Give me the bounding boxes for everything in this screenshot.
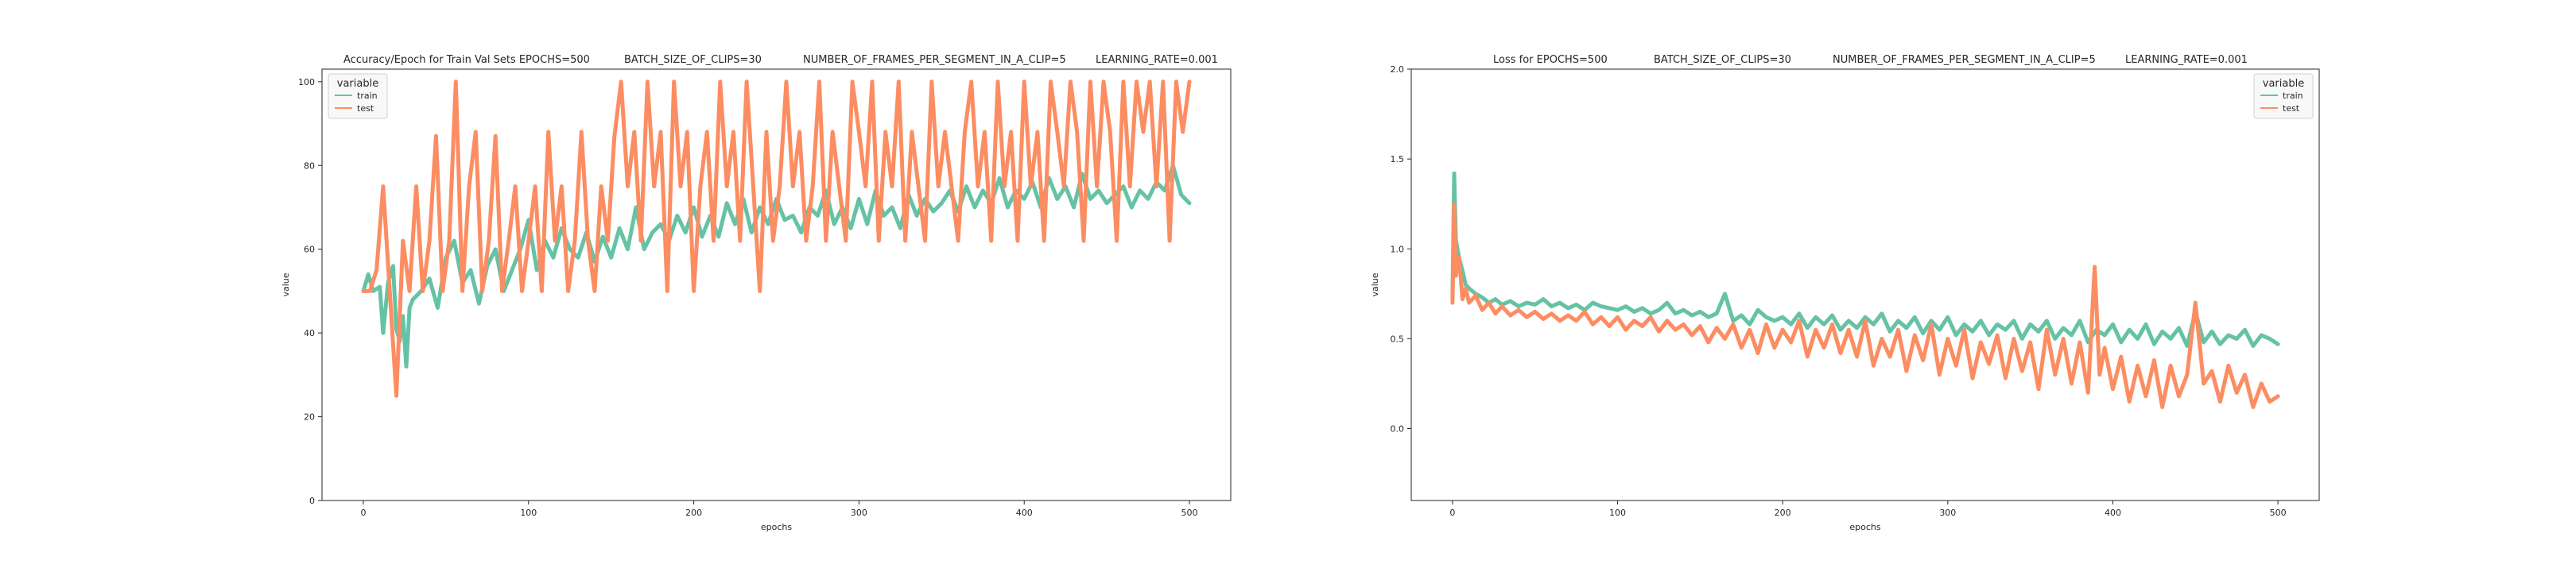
y-tick-label: 1.0: [1391, 244, 1405, 254]
series-line-test: [361, 79, 1192, 398]
y-tick-label: 100: [298, 77, 315, 87]
y-axis-label: value: [1370, 272, 1380, 296]
plot-frame: [1410, 68, 2320, 501]
series-line-test: [1450, 202, 2280, 409]
legend-label-train: train: [357, 91, 378, 101]
y-tick-label: 40: [304, 328, 315, 338]
x-tick-label: 300: [1939, 508, 1956, 518]
plot-frame: [321, 68, 1232, 501]
series-line-train: [361, 163, 1192, 369]
chart-panel-1: 0 100 200 300 400 500 0 20 40 60 80 100 epochs value A…: [281, 54, 1232, 532]
x-tick-label: 300: [851, 508, 867, 518]
y-tick-label: 1.5: [1391, 154, 1405, 164]
x-tick-label: 400: [1016, 508, 1033, 518]
y-tick-label: 0.5: [1391, 334, 1405, 344]
legend-label-train: train: [2283, 91, 2303, 101]
x-tick-label: 0: [1449, 508, 1455, 518]
x-tick-label: 100: [520, 508, 537, 518]
y-tick-label: 80: [304, 160, 315, 171]
x-axis-label: epochs: [1849, 522, 1880, 532]
y-tick-label: 60: [304, 245, 315, 255]
chart-title-part: BATCH_SIZE_OF_CLIPS=30: [1654, 54, 1791, 66]
x-tick-label: 500: [2270, 508, 2287, 518]
x-tick-label: 400: [2105, 508, 2121, 518]
y-tick-label: 0.0: [1391, 424, 1405, 435]
y-tick-label: 0: [309, 496, 315, 506]
legend-title: variable: [2263, 78, 2304, 90]
chart-title-part: LEARNING_RATE=0.001: [1096, 54, 1218, 66]
chart-title-part: Accuracy/Epoch for Train Val Sets EPOCHS…: [343, 54, 590, 66]
series-line-train: [1450, 171, 2280, 348]
x-tick-label: 500: [1181, 508, 1198, 518]
chart-title-part: NUMBER_OF_FRAMES_PER_SEGMENT_IN_A_CLIP=5: [803, 54, 1066, 66]
chart-title-part: LEARNING_RATE=0.001: [2125, 54, 2248, 66]
legend-label-test: test: [357, 103, 374, 114]
x-axis-label: epochs: [761, 522, 792, 532]
y-axis-label: value: [281, 272, 291, 296]
x-tick-label: 200: [685, 508, 702, 518]
chart-title-part: Loss for EPOCHS=500: [1493, 54, 1608, 66]
x-tick-label: 0: [360, 508, 366, 518]
legend-label-test: test: [2283, 103, 2300, 114]
x-tick-label: 200: [1775, 508, 1791, 518]
chart-title-part: BATCH_SIZE_OF_CLIPS=30: [624, 54, 762, 66]
y-tick-label: 2.0: [1391, 64, 1405, 75]
y-tick-label: 20: [304, 412, 315, 423]
chart-panel-2: 0 100 200 300 400 500 0.0 0.5 1.0 1.5 2.0 epochs val…: [1370, 54, 2320, 532]
x-tick-label: 100: [1609, 508, 1626, 518]
chart-title-part: NUMBER_OF_FRAMES_PER_SEGMENT_IN_A_CLIP=5: [1833, 54, 2096, 66]
legend-title: variable: [337, 78, 378, 90]
